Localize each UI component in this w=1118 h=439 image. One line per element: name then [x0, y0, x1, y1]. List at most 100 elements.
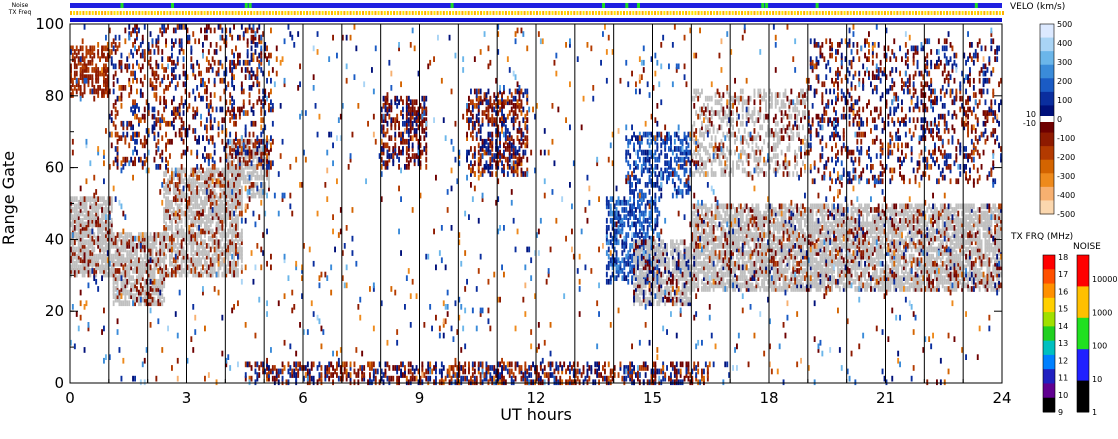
- echo-cell: [522, 138, 525, 145]
- echo-cell: [198, 189, 200, 195]
- echo-cell: [720, 232, 723, 238]
- echo-cell: [105, 56, 107, 62]
- echo-cell: [697, 286, 700, 292]
- echo-cell: [132, 131, 134, 138]
- echo-cell: [244, 164, 247, 170]
- txfreq-cell: [591, 11, 594, 15]
- echo-cell: [252, 120, 255, 127]
- echo-cell: [116, 131, 119, 138]
- echo-cell: [159, 232, 162, 238]
- echo-cell: [642, 293, 645, 299]
- echo-cell: [139, 282, 142, 289]
- echo-cell: [233, 203, 235, 210]
- echo-cell: [106, 225, 109, 231]
- echo-cell: [178, 228, 181, 235]
- echo-cell: [675, 239, 678, 246]
- echo-cell: [652, 282, 655, 289]
- echo-cell: [188, 232, 191, 238]
- echo-cell: [136, 260, 138, 267]
- echo-cell: [126, 124, 129, 131]
- echo-cell: [716, 214, 719, 220]
- echo-cell: [716, 225, 719, 231]
- echo-cell: [139, 271, 142, 278]
- echo-cell: [149, 300, 152, 307]
- echo-cell: [209, 207, 212, 213]
- echo-cell: [658, 250, 661, 256]
- echo-cell: [687, 296, 690, 303]
- echo-cell: [699, 221, 701, 228]
- echo-cell: [629, 189, 632, 195]
- echo-cell: [161, 232, 164, 238]
- echo-cell: [225, 246, 228, 253]
- echo-cell: [204, 146, 206, 152]
- echo-cell: [260, 67, 263, 73]
- echo-cell: [666, 178, 668, 185]
- echo-cell: [186, 74, 189, 80]
- echo-cell: [671, 271, 674, 278]
- echo-cell: [217, 246, 220, 253]
- echo-cell: [165, 156, 167, 163]
- txfreq-cell: [790, 11, 793, 15]
- echo-cell: [114, 34, 117, 41]
- echo-cell: [132, 286, 134, 292]
- echo-cell: [662, 296, 665, 303]
- echo-cell: [186, 38, 189, 45]
- echo-cell: [161, 250, 164, 256]
- echo-cell: [235, 174, 237, 181]
- echo-cell: [205, 135, 208, 141]
- echo-cell: [504, 138, 507, 145]
- echo-cell: [205, 174, 208, 181]
- echo-cell: [382, 128, 385, 134]
- echo-cell: [70, 45, 72, 52]
- echo-cell: [237, 146, 239, 152]
- echo-cell: [128, 232, 131, 238]
- echo-cell: [685, 271, 688, 278]
- echo-cell: [650, 225, 653, 231]
- echo-cell: [673, 246, 676, 253]
- echo-cell: [211, 171, 214, 177]
- echo-cell: [186, 178, 189, 185]
- echo-cell: [217, 214, 220, 220]
- echo-cell: [184, 74, 187, 80]
- echo-cell: [83, 214, 86, 220]
- echo-cell: [687, 300, 690, 307]
- echo-cell: [268, 149, 270, 156]
- echo-cell: [648, 278, 651, 285]
- echo-cell: [101, 217, 103, 224]
- echo-cell: [145, 296, 148, 303]
- echo-cell: [258, 24, 261, 30]
- echo-cell: [380, 113, 383, 120]
- echo-cell: [716, 203, 719, 210]
- echo-cell: [73, 260, 76, 267]
- echo-cell: [221, 271, 224, 278]
- echo-cell: [415, 117, 418, 123]
- echo-cell: [116, 95, 119, 102]
- echo-cell: [518, 95, 521, 102]
- echo-cell: [685, 296, 688, 303]
- echo-cell: [171, 38, 173, 45]
- echo-cell: [629, 174, 632, 181]
- echo-cell: [654, 239, 657, 246]
- echo-cell: [71, 81, 74, 88]
- echo-cell: [122, 278, 125, 285]
- echo-cell: [644, 296, 647, 303]
- echo-cell: [668, 278, 670, 285]
- echo-cell: [73, 228, 76, 235]
- echo-cell: [186, 207, 189, 213]
- echo-cell: [118, 271, 121, 278]
- echo-cell: [673, 131, 676, 138]
- txfreq-cell: [296, 11, 299, 15]
- echo-cell: [256, 56, 259, 62]
- echo-cell: [124, 232, 127, 238]
- echo-cell: [70, 271, 72, 278]
- echo-cell: [89, 228, 92, 235]
- echo-cell: [640, 239, 643, 246]
- echo-cell: [169, 225, 171, 231]
- echo-cell: [644, 164, 647, 170]
- echo-cell: [171, 239, 173, 246]
- echo-cell: [660, 275, 663, 281]
- echo-cell: [675, 300, 678, 307]
- echo-cell: [704, 235, 707, 242]
- echo-cell: [693, 243, 696, 249]
- echo-cell: [215, 210, 218, 217]
